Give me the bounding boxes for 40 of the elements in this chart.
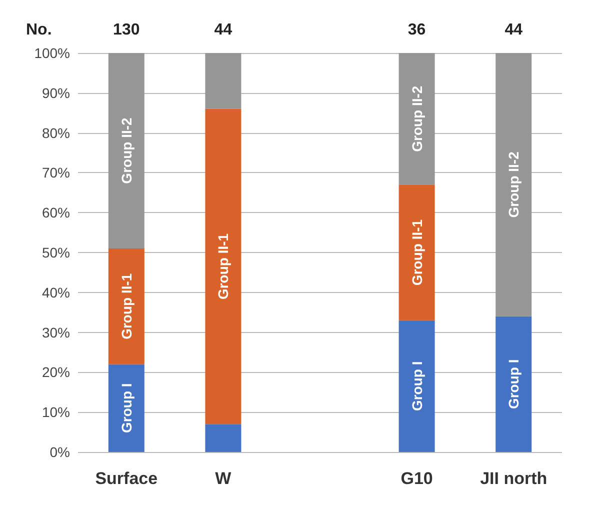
text: 44 xyxy=(214,22,232,38)
y-tick-label: 30% xyxy=(42,324,70,340)
text: Group II-2 xyxy=(506,152,522,218)
bar xyxy=(205,424,242,452)
bar xyxy=(108,364,144,452)
text: Group II-1 xyxy=(408,219,425,286)
text: Group II-2 xyxy=(408,86,425,152)
text: 36 xyxy=(408,22,426,38)
y-tick-label: 80% xyxy=(42,124,70,141)
y-tick-label: 50% xyxy=(42,244,70,260)
x-tick-label: Surface xyxy=(95,469,158,488)
series-label: Group II-1 xyxy=(118,273,134,340)
y-tick-label: 0% xyxy=(50,444,70,460)
text: Group II-1 xyxy=(215,233,232,300)
x-tick-label: W xyxy=(215,469,232,488)
series-label: Group I xyxy=(118,383,134,433)
text: Group I xyxy=(506,359,522,410)
x-tick-label: G10 xyxy=(400,469,433,488)
y-tick-label: 90% xyxy=(42,84,70,101)
y-tick-label: 60% xyxy=(42,204,70,221)
bar xyxy=(108,248,144,364)
bar xyxy=(496,53,532,316)
y-tick-label: 70% xyxy=(42,164,70,181)
y-tick-label: 40% xyxy=(42,284,70,300)
x-tick-label: JII north xyxy=(480,469,548,488)
text: 44 xyxy=(504,22,523,38)
series-label: Group II-2 xyxy=(118,117,134,184)
y-tick-label: 20% xyxy=(42,364,70,380)
bar xyxy=(496,316,532,452)
text: Group I xyxy=(408,361,425,412)
text: No. xyxy=(26,22,52,38)
y-tick-label: 100% xyxy=(34,45,70,61)
bar xyxy=(398,53,435,185)
bar xyxy=(108,53,144,249)
bar xyxy=(398,320,435,452)
bar xyxy=(205,53,242,109)
bar xyxy=(205,108,242,424)
bar xyxy=(398,184,435,320)
y-tick-label: 10% xyxy=(42,404,70,420)
text: 130 xyxy=(113,22,140,38)
